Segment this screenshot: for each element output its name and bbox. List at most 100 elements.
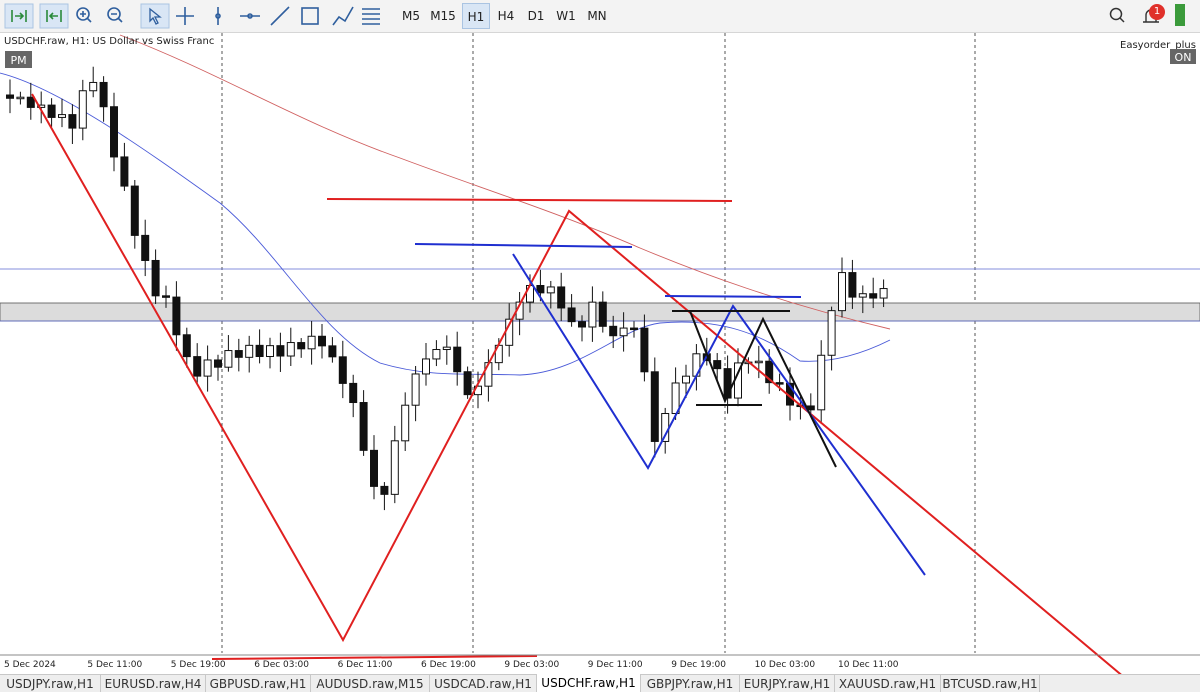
candle-body xyxy=(214,359,222,368)
timeframe-button[interactable]: M15 xyxy=(430,9,456,23)
candle-body xyxy=(879,288,888,299)
symbol-tab[interactable]: USDCHF.raw,H1 xyxy=(537,674,641,692)
expert-status-bg xyxy=(1170,49,1196,64)
shift-icon xyxy=(46,10,62,22)
candle-body xyxy=(765,360,774,384)
candle-body xyxy=(16,96,25,100)
time-label: 5 Dec 2024 xyxy=(4,660,56,670)
candle-body xyxy=(307,335,316,350)
candle-body xyxy=(380,485,389,495)
candle-body xyxy=(193,356,202,377)
expert-name: Easyorder_plus xyxy=(1120,40,1196,51)
black-zigzag xyxy=(689,310,837,468)
candle-body xyxy=(99,81,108,108)
candle-body xyxy=(432,349,441,360)
candle-body xyxy=(328,345,337,358)
candle-body xyxy=(557,286,566,309)
rectangle-tool[interactable] xyxy=(301,7,319,25)
candle-body xyxy=(68,114,77,129)
candle-body xyxy=(338,356,347,384)
time-label: 9 Dec 03:00 xyxy=(504,660,559,670)
autoscroll-button[interactable] xyxy=(4,3,34,29)
candle-body xyxy=(58,114,66,118)
cursor-button[interactable] xyxy=(140,3,170,29)
candle-body xyxy=(411,373,420,406)
timeframe-button[interactable]: D1 xyxy=(527,9,545,23)
candle-body xyxy=(442,346,451,351)
timeframe-button[interactable]: H1 xyxy=(462,3,490,29)
candle-body xyxy=(224,350,233,368)
symbol-tab[interactable]: XAUUSD.raw,H1 xyxy=(835,675,941,692)
symbol-tab[interactable]: AUDUSD.raw,M15 xyxy=(311,675,430,692)
moving-average-slow xyxy=(119,34,891,330)
symbol-tab[interactable]: BTCUSD.raw,H1 xyxy=(941,675,1040,692)
blue-zigzag xyxy=(512,253,926,576)
candle-body xyxy=(609,325,618,337)
symbol-tab[interactable]: EURUSD.raw,H4 xyxy=(101,675,206,692)
trendline[interactable] xyxy=(270,6,290,26)
timeframe-button[interactable]: H4 xyxy=(497,9,515,23)
symbol-tab[interactable]: GBPUSD.raw,H1 xyxy=(206,675,311,692)
time-label: 10 Dec 03:00 xyxy=(755,660,816,670)
candle-body xyxy=(234,350,243,358)
candle-body xyxy=(536,285,545,294)
zoom-in[interactable] xyxy=(76,7,90,21)
candle-body xyxy=(713,360,722,370)
candle-body xyxy=(266,345,274,358)
candle-body xyxy=(276,345,285,357)
candle-body xyxy=(838,272,846,312)
candle-body xyxy=(245,344,254,358)
symbol-tab[interactable]: EURJPY.raw,H1 xyxy=(740,675,835,692)
fibo-tool[interactable] xyxy=(362,8,380,25)
toolbar: M5 M15 H1 H4 D1 W1 MN 1 xyxy=(0,0,1200,33)
timeframe-button[interactable]: MN xyxy=(587,9,607,23)
lvl-button[interactable] xyxy=(1175,4,1185,26)
candle-body xyxy=(650,371,659,442)
channel-tool[interactable] xyxy=(332,6,354,26)
candle-body xyxy=(869,293,878,299)
chart-header: USDCHF.raw, H1: US Dollar vs Swiss Franc xyxy=(4,36,214,47)
candle-body xyxy=(255,344,264,358)
candle-body xyxy=(619,327,628,337)
candle-body xyxy=(422,358,430,375)
candle-body xyxy=(120,156,129,187)
time-label: 6 Dec 03:00 xyxy=(254,660,309,670)
candle-body xyxy=(349,382,358,404)
candle-body xyxy=(682,375,690,384)
candle-body xyxy=(630,327,638,331)
time-label: 6 Dec 11:00 xyxy=(338,660,393,670)
zoom-out[interactable] xyxy=(107,7,121,21)
candle-body xyxy=(37,104,46,108)
crosshair[interactable] xyxy=(176,7,194,25)
symbol-tab[interactable]: USDJPY.raw,H1 xyxy=(0,675,101,692)
timeframe-button[interactable]: W1 xyxy=(556,9,576,23)
candle-body xyxy=(567,307,576,323)
time-label: 6 Dec 19:00 xyxy=(421,660,476,670)
candle-body xyxy=(203,359,212,377)
candle-body xyxy=(453,346,462,373)
candle-body xyxy=(297,342,306,350)
candle-body xyxy=(401,404,410,442)
symbol-tab[interactable]: GBPJPY.raw,H1 xyxy=(641,675,740,692)
candle-body xyxy=(463,371,472,396)
candle-body xyxy=(370,449,378,487)
candle-body xyxy=(318,335,326,347)
symbol-tab[interactable]: USDCAD.raw,H1 xyxy=(430,675,537,692)
candle-body xyxy=(286,342,295,357)
candle-body xyxy=(817,354,826,411)
candle-body xyxy=(141,234,150,261)
red-level xyxy=(211,655,538,660)
red-zigzag xyxy=(31,93,1122,674)
expert-status: ON xyxy=(1175,51,1192,64)
candle-body xyxy=(640,327,649,373)
timeframe-button[interactable]: M5 xyxy=(402,9,420,23)
candle-body xyxy=(172,296,181,336)
time-label: 9 Dec 19:00 xyxy=(671,660,726,670)
search-button[interactable] xyxy=(1109,7,1123,21)
candle-body xyxy=(754,360,763,364)
candle-body xyxy=(26,96,35,108)
notification-badge: 1 xyxy=(1149,4,1165,20)
candle-body xyxy=(110,106,118,158)
candle-body xyxy=(390,440,399,495)
